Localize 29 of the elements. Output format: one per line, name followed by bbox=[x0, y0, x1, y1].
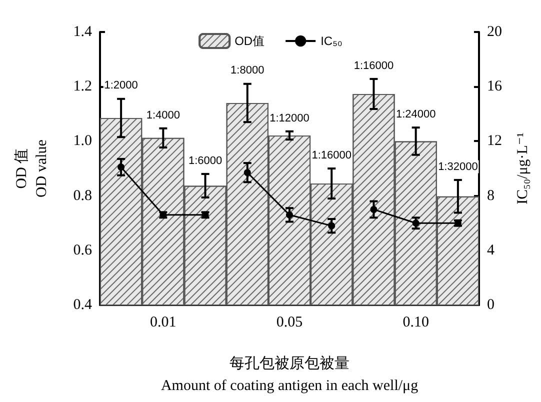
y2-tick-label: 20 bbox=[487, 24, 502, 40]
data-label: 1:6000 bbox=[188, 154, 222, 167]
y2-tick-label: 0 bbox=[487, 297, 494, 313]
data-label: 1:16000 bbox=[312, 149, 352, 162]
x-axis-title: 每孔包被原包被量 Amount of coating antigen in each well/μg bbox=[160, 355, 419, 394]
x-tick-label: 0.01 bbox=[150, 314, 176, 330]
y-tick-label: 0.4 bbox=[73, 297, 92, 313]
data-label: 1:16000 bbox=[354, 60, 394, 72]
data-label: 1:32000 bbox=[438, 160, 478, 173]
x-tick-label: 0.05 bbox=[276, 314, 303, 330]
y-tick-label: 0.6 bbox=[73, 242, 92, 258]
y-tick-label: 0.8 bbox=[73, 188, 92, 204]
x-tick-label: 0.10 bbox=[402, 314, 429, 330]
y2-tick-label: 12 bbox=[487, 133, 502, 150]
y2-tick-label: 16 bbox=[487, 78, 502, 95]
y-tick-label: 1.0 bbox=[73, 133, 92, 150]
y2-tick-label: 8 bbox=[487, 188, 494, 204]
data-label: 1:4000 bbox=[146, 109, 180, 122]
y2-tick-label: 4 bbox=[487, 242, 495, 258]
y2-axis-title: IC₅₀/μg·L⁻¹ bbox=[515, 132, 531, 204]
y-axis-title: OD 值 OD value bbox=[14, 139, 50, 198]
data-label: 1:24000 bbox=[396, 108, 436, 120]
data-label: 1:8000 bbox=[230, 64, 264, 77]
data-label: 1:12000 bbox=[270, 112, 310, 125]
y-tick-label: 1.2 bbox=[73, 78, 92, 95]
legend-label: IC₅₀ bbox=[320, 34, 342, 48]
y-tick-label: 1.4 bbox=[73, 24, 92, 40]
data-label: 1:2000 bbox=[104, 80, 138, 92]
legend-label: OD值 bbox=[234, 34, 265, 48]
